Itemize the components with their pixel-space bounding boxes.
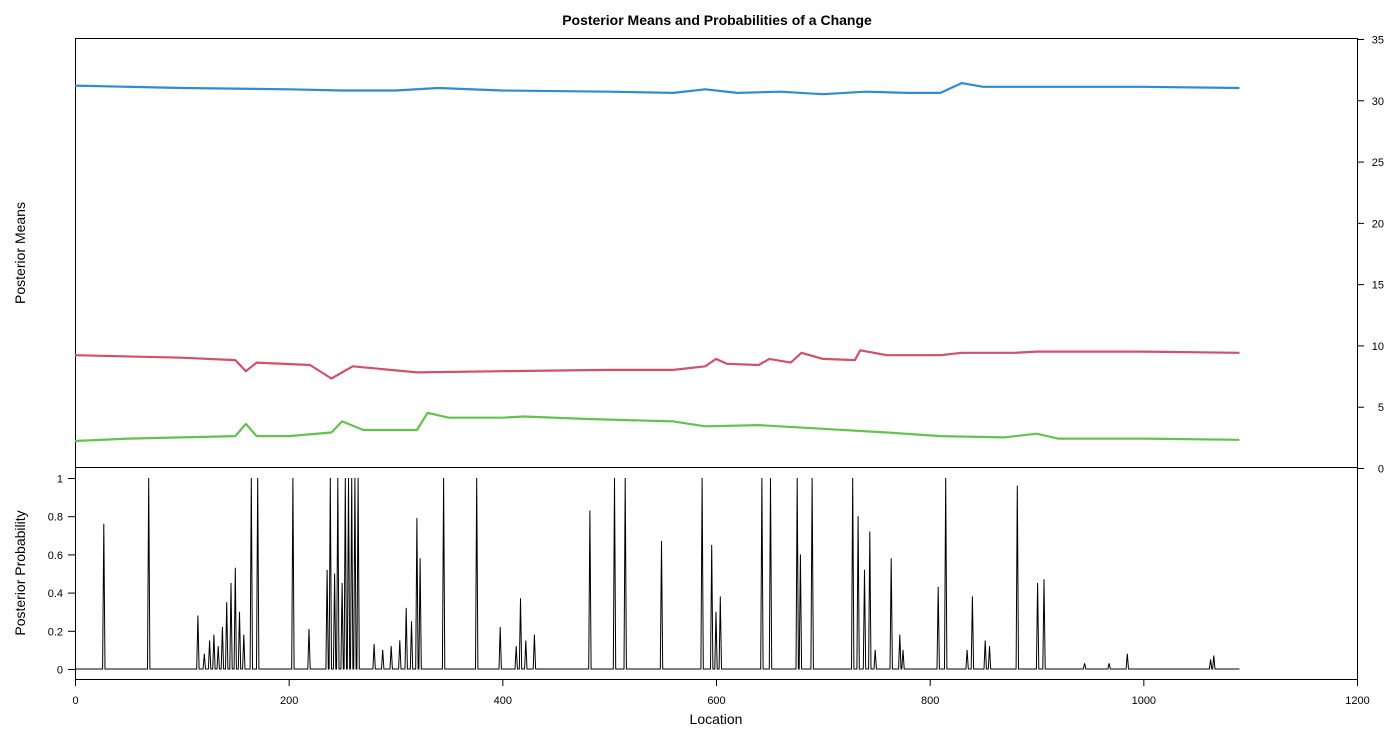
means-y-tick-label: 10 [1372, 341, 1384, 353]
x-tick-label: 800 [921, 695, 939, 707]
probability-line [75, 477, 1240, 670]
x-tick-label: 0 [72, 695, 78, 707]
means-series-line-3 [74, 411, 1240, 443]
probability-y-tick-label: 0 [57, 665, 63, 677]
posterior-probability-series [75, 477, 1240, 670]
probability-y-axis: 0 0.2 0.4 0.6 0.8 1 [48, 474, 76, 677]
means-y-tick-label: 0 [1378, 464, 1384, 476]
probability-y-tick-label: 0.2 [48, 626, 63, 638]
means-series-line-1 [74, 82, 1240, 96]
means-y-tick-label: 30 [1372, 96, 1384, 108]
chart-title: Posterior Means and Probabilities of a C… [562, 12, 872, 28]
means-y-tick-label: 35 [1372, 35, 1384, 47]
top-panel-frame [75, 38, 1358, 468]
x-tick-label: 200 [280, 695, 298, 707]
means-y-tick-label: 15 [1372, 280, 1384, 292]
probability-y-axis-label: Posterior Probability [12, 510, 28, 635]
means-series-line-2 [74, 349, 1240, 380]
probability-y-tick-label: 0.6 [48, 550, 63, 562]
x-axis-label: Location [690, 711, 743, 727]
posterior-means-series [74, 82, 1240, 443]
means-y-tick-label: 5 [1378, 402, 1384, 414]
means-y-tick-label: 20 [1372, 218, 1384, 230]
location-x-axis: 0 200 400 600 800 1000 1200 [72, 679, 1370, 707]
means-y-tick-label: 25 [1372, 157, 1384, 169]
x-tick-label: 1200 [1345, 695, 1369, 707]
probability-y-tick-label: 0.4 [48, 588, 63, 600]
probability-y-tick-label: 1 [57, 474, 63, 486]
x-tick-label: 600 [707, 695, 725, 707]
means-y-axis: 0 5 10 15 20 25 30 35 [1357, 35, 1384, 476]
means-y-axis-label: Posterior Means [12, 202, 28, 304]
probability-y-tick-label: 0.8 [48, 512, 63, 524]
x-tick-label: 1000 [1132, 695, 1156, 707]
x-tick-label: 400 [494, 695, 512, 707]
